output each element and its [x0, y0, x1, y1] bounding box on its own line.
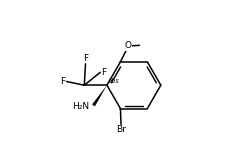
- Text: Br: Br: [116, 125, 126, 134]
- Text: F: F: [83, 54, 88, 62]
- Text: F: F: [101, 68, 106, 77]
- Text: abs: abs: [108, 78, 119, 84]
- Text: H₂N: H₂N: [72, 102, 89, 111]
- Text: O: O: [125, 41, 132, 50]
- Text: F: F: [60, 77, 65, 86]
- Polygon shape: [92, 85, 107, 106]
